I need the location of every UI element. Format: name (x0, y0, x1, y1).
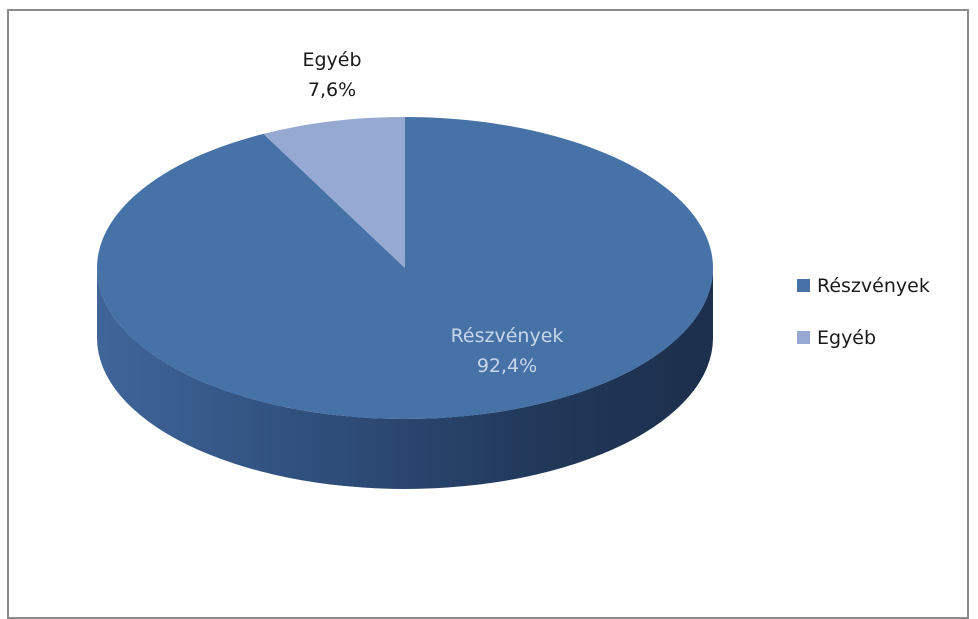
pie-slice-reszvenyek (96, 117, 713, 420)
pie-side-wall-face (97, 268, 713, 489)
pie-data-labels: Részvények 92,4% Egyéb 7,6% (302, 49, 563, 377)
data-label-reszvenyek-value: 92,4% (477, 355, 537, 377)
pie-slice-egyeb (263, 117, 405, 268)
legend-label-reszvenyek: Részvények (817, 275, 930, 297)
pie-top-face (96, 117, 713, 420)
legend: Részvények Egyéb (797, 275, 930, 349)
pie-side-wall (97, 268, 713, 489)
legend-swatch-reszvenyek (797, 279, 810, 292)
data-label-egyeb-name: Egyéb (302, 49, 361, 71)
data-label-reszvenyek-name: Részvények (451, 325, 564, 347)
legend-swatch-egyeb (797, 331, 810, 344)
legend-label-egyeb: Egyéb (817, 327, 876, 349)
pie-chart: Részvények 92,4% Egyéb 7,6% Részvények Egyéb (96, 49, 930, 489)
data-label-egyeb-value: 7,6% (308, 79, 356, 101)
